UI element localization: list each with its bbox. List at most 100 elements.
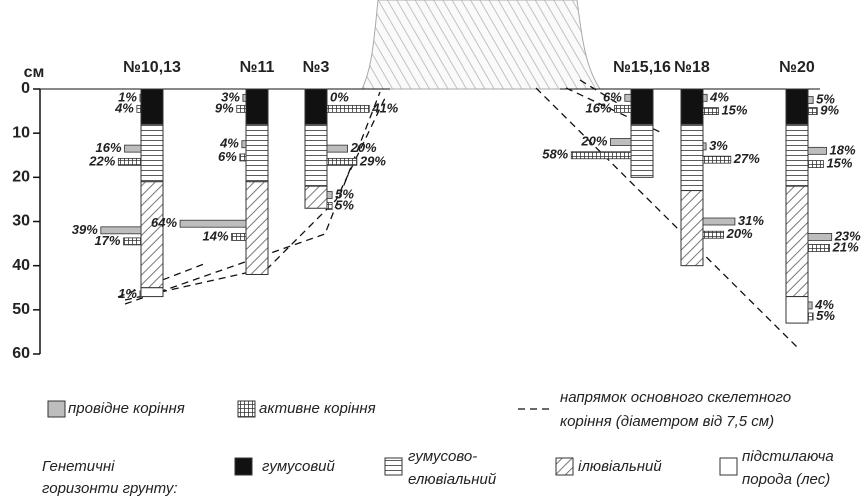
y-tick-label: 60 bbox=[12, 345, 30, 362]
conducting-root-bar bbox=[807, 96, 814, 104]
legend-label: гумусово- bbox=[408, 448, 477, 465]
plot: см0102030405060№10,131%16%39%1%4%22%17%№… bbox=[12, 59, 861, 362]
active-root-bar bbox=[807, 107, 818, 115]
active-root-bar bbox=[236, 104, 247, 113]
root-label: 5% bbox=[816, 91, 835, 106]
active-root-bar bbox=[702, 155, 732, 164]
legend-label: ілювіальний bbox=[578, 458, 662, 475]
legend-label: елювіальний bbox=[408, 471, 497, 488]
horizon bbox=[140, 123, 164, 183]
conducting-root-bar bbox=[702, 93, 708, 102]
y-tick-label: 30 bbox=[12, 213, 30, 230]
root-label: 0% bbox=[330, 89, 349, 104]
active-root-bar bbox=[807, 244, 831, 252]
y-tick-label: 50 bbox=[12, 301, 30, 318]
conducting-root-bar bbox=[139, 290, 142, 299]
conducting-root-bar bbox=[241, 140, 247, 149]
legend-label: активне коріння bbox=[259, 400, 376, 417]
root-label: 16% bbox=[95, 140, 121, 155]
active-root-bar bbox=[614, 104, 632, 113]
conducting-root-bar bbox=[139, 93, 142, 102]
active-root-bar bbox=[123, 237, 142, 246]
active-root-bar bbox=[807, 312, 814, 321]
horizon bbox=[785, 296, 809, 324]
y-axis-unit: см bbox=[24, 64, 45, 81]
root-label: 1% bbox=[118, 89, 137, 104]
root-label: 29% bbox=[359, 153, 386, 168]
horizon bbox=[630, 123, 654, 178]
y-tick-label: 20 bbox=[12, 169, 30, 186]
legend-label: Генетичні bbox=[42, 458, 115, 475]
active-root-bar bbox=[326, 202, 333, 210]
root-label: 6% bbox=[603, 89, 622, 104]
profile-name: №18 bbox=[674, 59, 710, 76]
root-label: 15% bbox=[721, 103, 747, 118]
profile-name: №10,13 bbox=[123, 59, 181, 76]
active-root-bar bbox=[231, 233, 247, 241]
profile-name: №20 bbox=[779, 59, 815, 76]
root-label: 4% bbox=[814, 297, 834, 312]
root-label: 23% bbox=[834, 228, 861, 243]
root-label: 9% bbox=[820, 103, 839, 118]
horizon bbox=[304, 185, 328, 209]
active-root-bar bbox=[326, 104, 370, 113]
horizon bbox=[140, 181, 164, 289]
root-label: 4% bbox=[219, 136, 239, 151]
conducting-root-bar bbox=[807, 233, 833, 241]
active-root-bar bbox=[702, 107, 719, 115]
horizon bbox=[785, 185, 809, 298]
horizon bbox=[140, 88, 164, 125]
horizon bbox=[680, 190, 704, 267]
y-tick-label: 40 bbox=[12, 257, 30, 274]
conducting-root-bar bbox=[702, 217, 736, 226]
root-label: 64% bbox=[151, 215, 177, 230]
legend-swatch bbox=[555, 457, 574, 476]
conducting-root-bar bbox=[610, 138, 632, 146]
legend-swatch bbox=[237, 400, 256, 418]
legend: провідне коріння активне коріння напрямок … bbox=[42, 389, 834, 497]
horizon bbox=[304, 88, 328, 125]
horizon bbox=[304, 123, 328, 187]
active-root-bar bbox=[117, 157, 142, 166]
legend-swatch bbox=[234, 457, 253, 476]
conducting-root-bar bbox=[624, 93, 632, 102]
profile-name: №15,16 bbox=[613, 59, 671, 76]
root-label: 5% bbox=[816, 308, 835, 323]
root-label: 18% bbox=[830, 142, 856, 157]
root-label: 21% bbox=[832, 239, 859, 254]
legend-label: горизонти грунту: bbox=[42, 480, 178, 497]
legend-label: підстилаюча bbox=[742, 448, 834, 465]
conducting-root-bar bbox=[179, 219, 247, 228]
root-label: 3% bbox=[221, 89, 240, 104]
root-label: 15% bbox=[826, 156, 852, 171]
root-label: 4% bbox=[114, 100, 134, 115]
conducting-root-bar bbox=[100, 226, 142, 235]
root-label: 6% bbox=[218, 149, 237, 164]
horizon bbox=[785, 123, 809, 187]
root-label: 20% bbox=[726, 226, 753, 241]
horizon bbox=[140, 287, 164, 298]
active-root-bar bbox=[239, 153, 247, 162]
profile-name: №3 bbox=[303, 59, 330, 76]
root-label: 5% bbox=[335, 197, 354, 212]
legend-swatch bbox=[719, 457, 738, 476]
legend-label: провідне коріння bbox=[68, 400, 185, 417]
root-label: 5% bbox=[335, 186, 354, 201]
root-label: 27% bbox=[733, 151, 760, 166]
active-root-bar bbox=[702, 230, 725, 239]
horizon bbox=[680, 88, 704, 125]
horizon bbox=[245, 88, 269, 125]
conducting-root-bar bbox=[807, 146, 827, 155]
root-label: 3% bbox=[709, 138, 728, 153]
legend-swatch bbox=[384, 457, 403, 476]
legend-swatch bbox=[47, 400, 66, 418]
root-label: 20% bbox=[580, 133, 607, 148]
legend-label: коріння (діаметром від 7,5 см) bbox=[560, 413, 774, 430]
tree-trunk bbox=[361, 0, 601, 90]
legend-label: гумусовий bbox=[262, 458, 336, 475]
root-label: 14% bbox=[203, 228, 229, 243]
root-label: 17% bbox=[94, 233, 120, 248]
horizon bbox=[680, 123, 704, 192]
root-label: 39% bbox=[72, 222, 98, 237]
root-label: 20% bbox=[350, 140, 377, 155]
